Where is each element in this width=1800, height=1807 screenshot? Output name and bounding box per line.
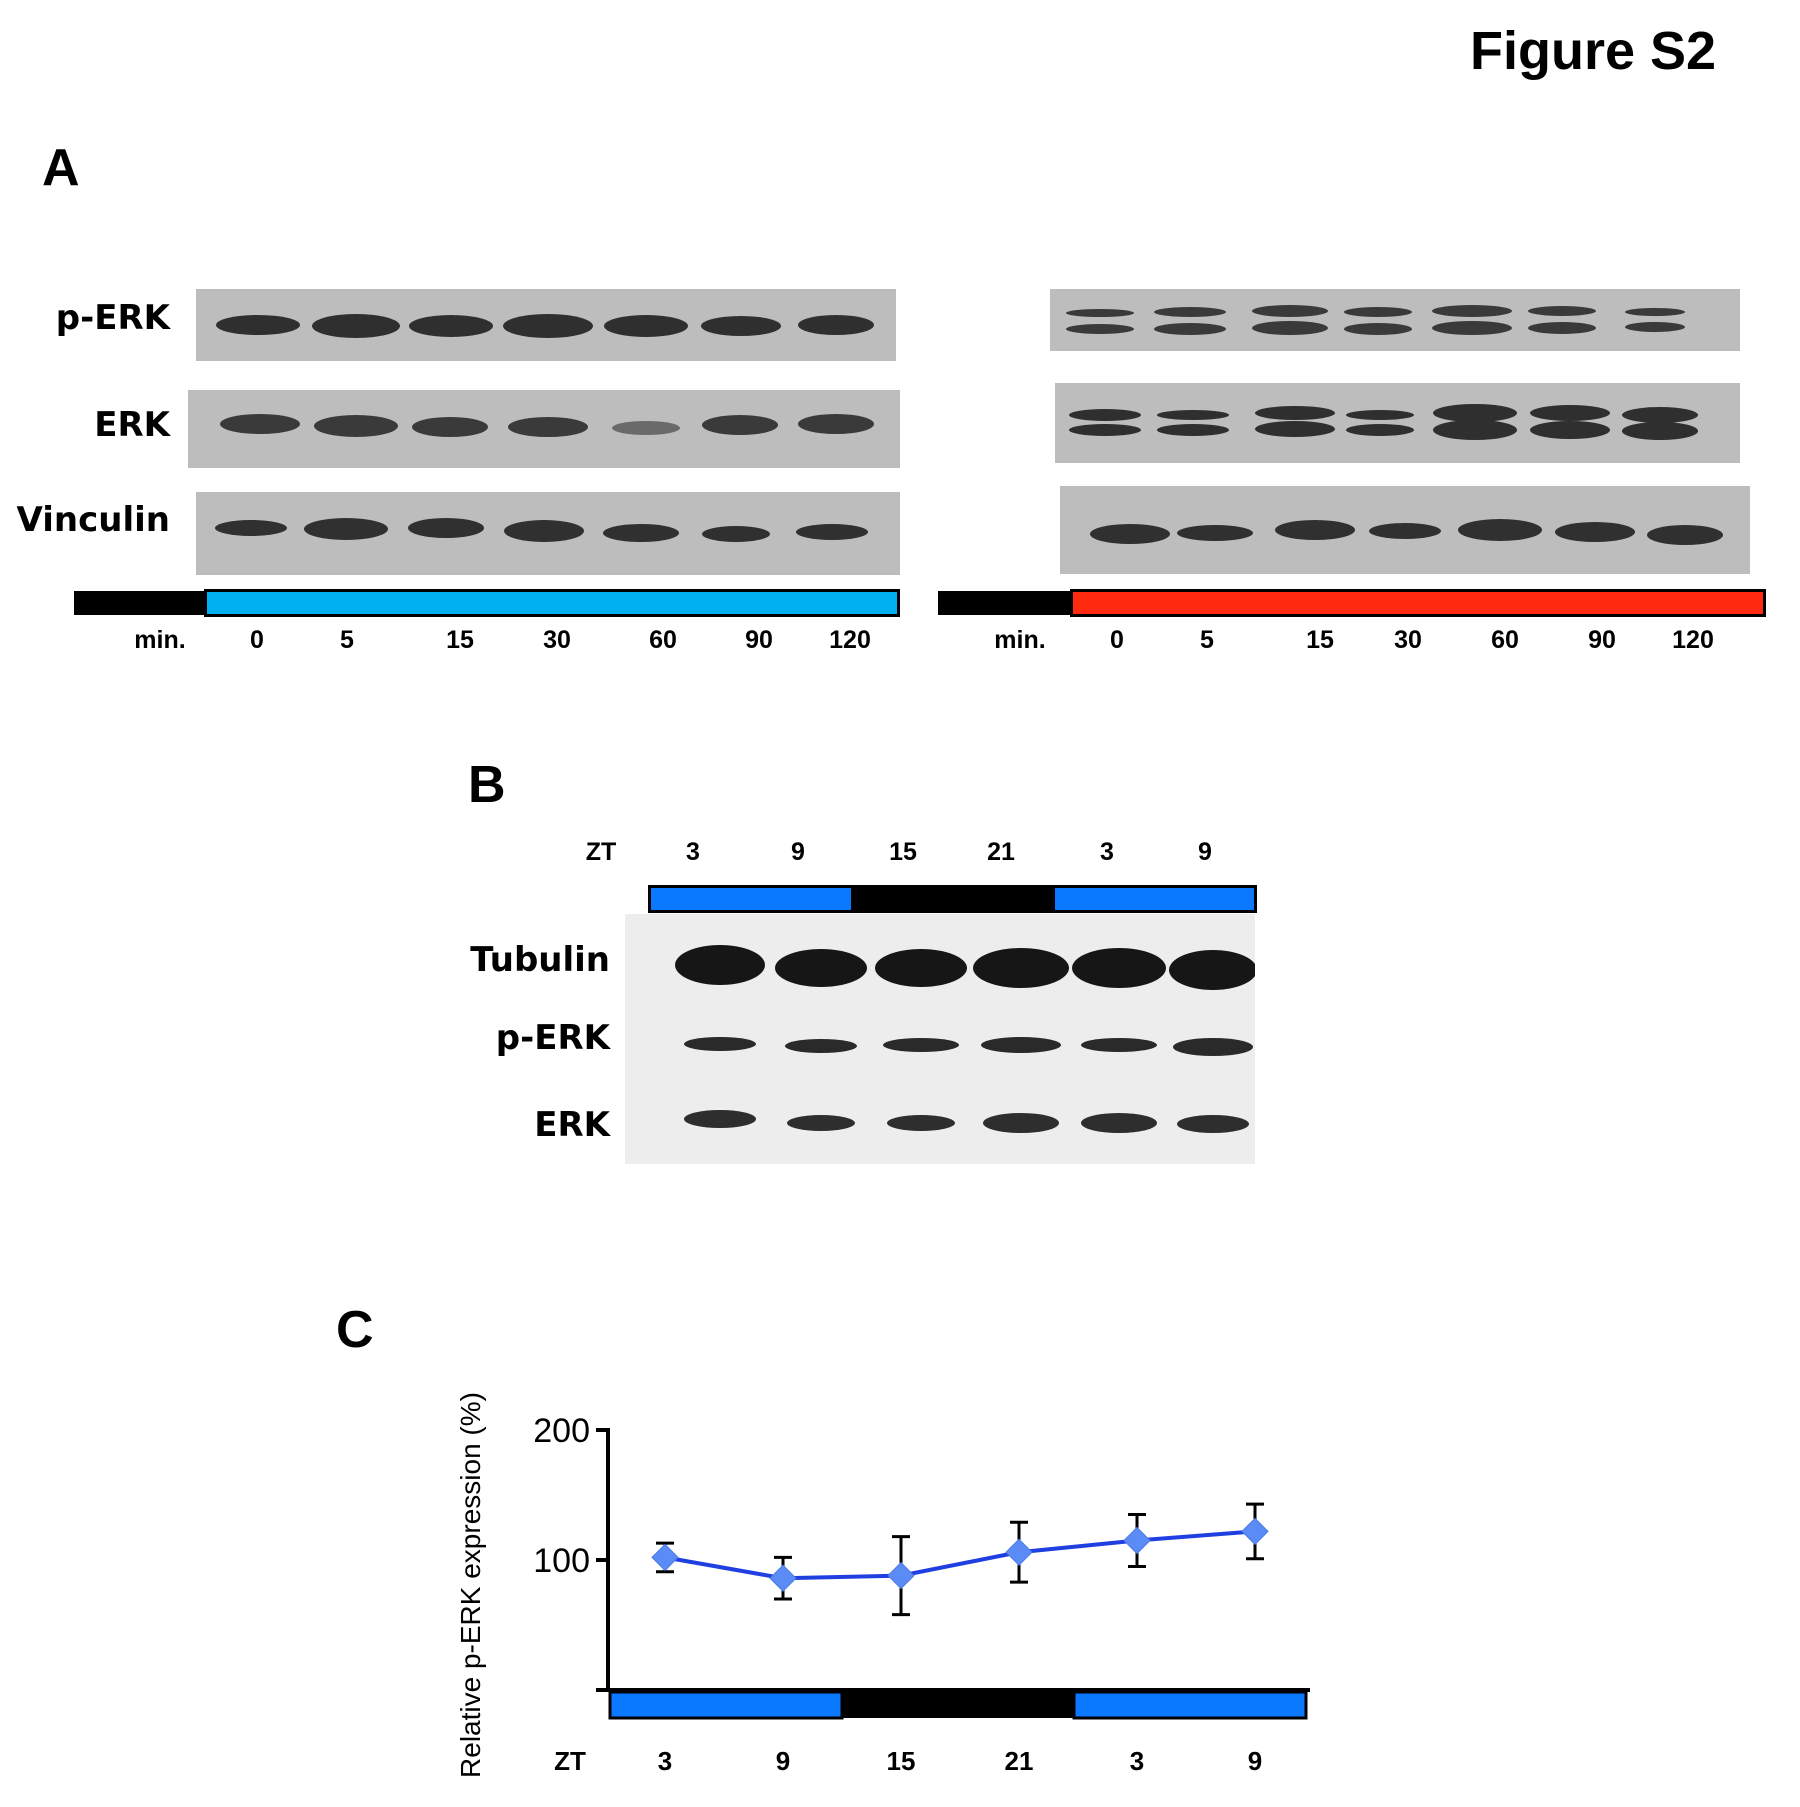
blot-a-left-vinculin-bands	[215, 518, 868, 542]
panel-b-label-erk: ERK	[534, 1105, 610, 1145]
x-tick-label: 3	[1130, 1746, 1144, 1776]
x-tick-label: 21	[1005, 1746, 1034, 1776]
x-tick-label: 15	[887, 1746, 916, 1776]
data-point	[769, 1564, 797, 1592]
panel-b-zt-label: ZT	[585, 838, 617, 866]
panel-a-right-tick: 120	[1672, 626, 1714, 654]
blot-a-left-erk-bands	[220, 414, 874, 437]
panel-a-left-light-bar	[204, 589, 900, 617]
panel-b-zt-tick: 3	[1100, 838, 1114, 866]
blot-a-left-vinculin	[196, 492, 900, 575]
panel-b-zt-tick: 9	[1198, 838, 1212, 866]
panel-a-left-tick: 90	[745, 626, 773, 654]
panel-b-zt-tick: 21	[987, 838, 1015, 866]
blot-a-right-erk-bands	[1069, 404, 1698, 440]
blot-b	[625, 914, 1257, 1164]
x-tick-label: 9	[1248, 1746, 1262, 1776]
blot-b-bands	[675, 945, 1257, 1133]
panel-c-light-bar-2	[1072, 1690, 1308, 1720]
blot-a-right-erk	[1055, 383, 1740, 463]
panel-a-label-perk: p-ERK	[55, 298, 170, 338]
panel-b-light-bar-1	[648, 885, 854, 913]
blot-a-right-vinculin-bands	[1090, 519, 1723, 545]
panel-a-left-tick: 30	[543, 626, 571, 654]
panel-a-left-tick: 120	[829, 626, 871, 654]
blot-a-right-perk-bands	[1066, 305, 1685, 335]
panel-a-left-tick: 0	[250, 626, 264, 654]
blot-a-right-perk	[1050, 289, 1740, 351]
y-tick-label: 200	[533, 1412, 590, 1450]
panel-a-label-vinculin: Vinculin	[16, 500, 170, 540]
panel-b-zt-tick: 15	[889, 838, 917, 866]
panel-b-label-tubulin: Tubulin	[470, 940, 610, 980]
panel-c-chart: Relative p-ERK expression (%) ZT 100 200 3…	[455, 1392, 1310, 1778]
panel-b-zt-tick: 9	[791, 838, 805, 866]
panel-b-letter: B	[468, 756, 506, 814]
panel-a-left-tick: 15	[446, 626, 474, 654]
panel-a-right-tick: 5	[1200, 626, 1214, 654]
y-axis-label: Relative p-ERK expression (%)	[455, 1392, 486, 1778]
panel-a-right-tick: 15	[1306, 626, 1334, 654]
panel-c-dark-bar	[842, 1692, 1076, 1718]
panel-a-left-min-label: min.	[134, 626, 186, 654]
panel-a-left-tick: 5	[340, 626, 354, 654]
panel-a-right-min-label: min.	[994, 626, 1046, 654]
x-axis-label: ZT	[554, 1746, 586, 1776]
data-point	[887, 1561, 915, 1590]
panel-a-left-tick: 60	[649, 626, 677, 654]
x-tick-label: 3	[658, 1746, 672, 1776]
data-point	[1241, 1517, 1269, 1546]
panel-b-dark-bar	[852, 885, 1054, 913]
data-point	[651, 1543, 679, 1572]
series-line	[664, 1529, 1256, 1581]
blot-a-left-perk	[196, 289, 896, 361]
blot-a-right-vinculin	[1060, 486, 1750, 574]
panel-a-right-tick: 30	[1394, 626, 1422, 654]
figure-title: Figure S2	[1470, 21, 1717, 81]
blot-a-left-perk-bands	[216, 314, 874, 338]
blot-a-left-erk	[188, 390, 900, 468]
panel-a-right-tick: 0	[1110, 626, 1124, 654]
panel-c-light-bar-1	[608, 1690, 844, 1720]
panel-a-right-tick: 90	[1588, 626, 1616, 654]
panel-a-left-dark-bar	[74, 591, 208, 615]
panel-a-label-erk: ERK	[94, 405, 170, 445]
x-tick-label: 9	[776, 1746, 790, 1776]
panel-a-right-light-bar	[1070, 589, 1766, 617]
data-point	[1123, 1526, 1151, 1555]
panel-a-right-dark-bar	[938, 591, 1074, 615]
panel-a-letter: A	[42, 139, 80, 197]
y-tick-label: 100	[533, 1542, 590, 1580]
panel-a-right-tick: 60	[1491, 626, 1519, 654]
panel-b-light-bar-2	[1052, 885, 1257, 913]
data-point	[1005, 1538, 1033, 1566]
panel-c-letter: C	[336, 1301, 374, 1359]
panel-b-label-perk: p-ERK	[495, 1018, 610, 1058]
panel-b-zt-tick: 3	[686, 838, 700, 866]
